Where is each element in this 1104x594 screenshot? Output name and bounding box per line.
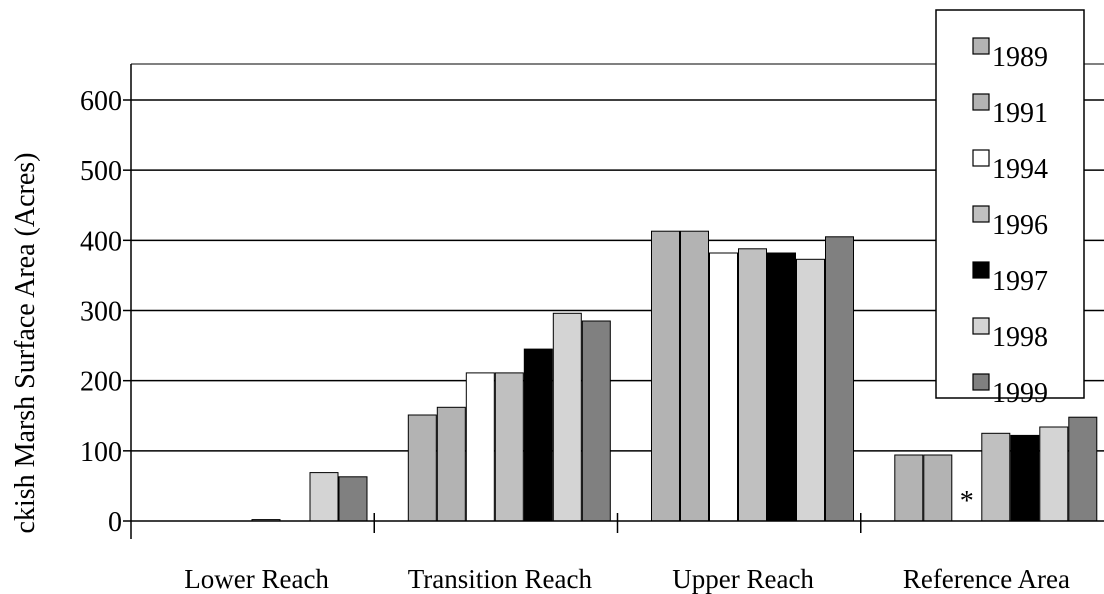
bar-1998-lower-reach: [309, 472, 339, 522]
grid: [131, 63, 1104, 452]
bar-1994-upper-reach: [709, 252, 738, 522]
bar-1991-transition-reach: [436, 406, 466, 522]
legend-swatch-1991: [972, 93, 990, 111]
legend-label-1991: 1991: [992, 98, 1048, 129]
legend-label-1994: 1994: [992, 154, 1048, 185]
x-tick-labels: Lower Reach Transition Reach Upper Reach Re…: [184, 564, 1070, 594]
y-tick-label: 200: [80, 367, 122, 398]
bar-1999-upper-reach: [825, 236, 854, 522]
legend-swatch-1996: [972, 205, 990, 223]
x-tick-label: Upper Reach: [672, 564, 814, 594]
bar-1997-transition-reach: [523, 348, 553, 522]
y-tick-label: 0: [108, 507, 122, 538]
bar-1989-upper-reach: [651, 230, 680, 522]
legend-label-1997: 1997: [992, 266, 1048, 297]
bar-1996-transition-reach: [494, 372, 524, 522]
legend-swatch-1994: [972, 149, 990, 167]
x-tick-label: Lower Reach: [184, 564, 329, 594]
bar-1998-upper-reach: [796, 258, 825, 522]
bar-1999-reference-area: [1068, 416, 1098, 522]
annotation-asterisk: *: [960, 486, 974, 517]
bar-1998-reference-area: [1039, 426, 1069, 522]
axes: [123, 64, 1104, 539]
bar-1999-transition-reach: [581, 320, 611, 522]
bar-1996-reference-area: [981, 432, 1011, 522]
bar-1999-lower-reach: [338, 476, 368, 522]
annotations: *: [960, 486, 974, 517]
legend-label-1998: 1998: [992, 322, 1048, 353]
x-tick-label: Transition Reach: [408, 564, 593, 594]
bar-1989-transition-reach: [407, 414, 437, 522]
legend-label-1999: 1999: [992, 378, 1048, 409]
bar-1997-upper-reach: [767, 252, 796, 522]
x-tick-label: Reference Area: [903, 564, 1070, 594]
legend-swatch-1998: [972, 317, 990, 335]
y-tick-labels: 0 100 200 300 400 500 600: [80, 86, 122, 538]
legend-label-1989: 1989: [992, 42, 1048, 73]
bar-1998-transition-reach: [552, 312, 582, 522]
bar-1994-transition-reach: [465, 372, 495, 522]
y-axis-label: ckish Marsh Surface Area (Acres): [10, 153, 41, 534]
legend-box: [935, 9, 1085, 399]
y-tick-label: 100: [80, 437, 122, 468]
y-tick-label: 400: [80, 226, 122, 257]
bar-1991-reference-area: [923, 454, 953, 522]
bar-1996-upper-reach: [738, 248, 767, 522]
y-tick-label: 300: [80, 297, 122, 328]
bars: [251, 230, 1098, 522]
bar-1989-reference-area: [894, 454, 924, 522]
y-tick-label: 600: [80, 86, 122, 117]
legend: 1989 1991 1994 1996 1997 1998 1999: [935, 9, 1085, 409]
legend-swatch-1999: [972, 373, 990, 391]
bar-1997-reference-area: [1010, 434, 1040, 522]
bar-1991-upper-reach: [680, 230, 709, 522]
legend-swatch-1989: [972, 37, 990, 55]
legend-label-1996: 1996: [992, 210, 1048, 241]
y-tick-label: 500: [80, 156, 122, 187]
legend-swatch-1997: [972, 261, 990, 279]
